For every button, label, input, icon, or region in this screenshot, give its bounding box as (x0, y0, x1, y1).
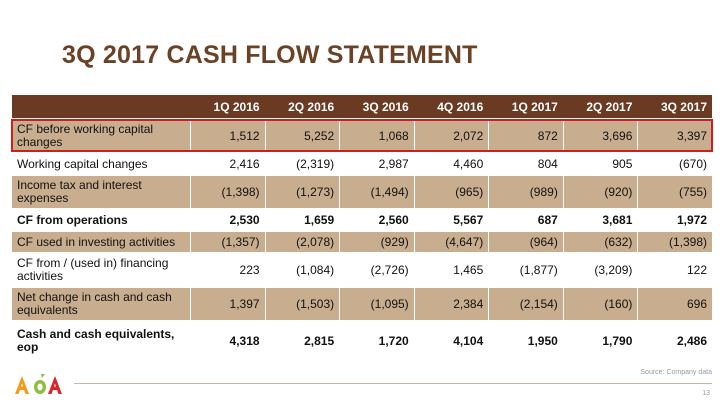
table-row: CF from operations 2,530 1,659 2,560 5,5… (12, 210, 712, 230)
table-cell: 5,567 (413, 210, 489, 230)
table-cell: (1,503) (264, 288, 340, 320)
column-header: 3Q 2017 (637, 95, 712, 118)
row-label: Income tax and interest expenses (12, 176, 190, 208)
table-cell: (965) (413, 176, 489, 208)
table-cell: 1,512 (190, 120, 265, 152)
table-cell: 905 (562, 154, 638, 174)
table-cell: 1,068 (339, 120, 414, 152)
table-row: Cash and cash equivalents, eop 4,318 2,8… (12, 322, 712, 359)
table-cell: (989) (488, 176, 563, 208)
footer-divider (74, 383, 712, 384)
row-label: CF used in investing activities (12, 232, 190, 252)
row-label: CF before working capital changes (12, 120, 190, 152)
header-label-cell (12, 95, 190, 118)
table-cell: 2,072 (413, 120, 489, 152)
table-cell: 1,972 (637, 210, 712, 230)
row-label: Cash and cash equivalents, eop (12, 322, 190, 359)
table-cell: (2,154) (488, 288, 563, 320)
table-cell: 2,384 (413, 288, 489, 320)
table-cell: (1,357) (190, 232, 265, 252)
table-cell: 122 (637, 254, 712, 286)
table-cell: 3,696 (562, 120, 638, 152)
table-cell: 2,815 (264, 322, 340, 359)
table-cell: 4,318 (190, 322, 265, 359)
table-cell: 3,681 (562, 210, 638, 230)
table-cell: 5,252 (264, 120, 340, 152)
table-cell: (755) (637, 176, 712, 208)
table-row: Income tax and interest expenses (1,398)… (12, 176, 712, 208)
table-cell: (2,319) (264, 154, 340, 174)
table-cell: (1,398) (637, 232, 712, 252)
table-row: CF before working capital changes 1,512 … (12, 120, 712, 152)
column-header: 1Q 2016 (190, 95, 265, 118)
column-header: 2Q 2017 (562, 95, 638, 118)
table-row: CF from / (used in) financing activities… (12, 254, 712, 286)
table-cell: 1,950 (488, 322, 563, 359)
page-number: 13 (702, 390, 710, 397)
table-row: Net change in cash and cash equivalents … (12, 288, 712, 320)
slide-title: 3Q 2017 CASH FLOW STATEMENT (62, 41, 478, 69)
table-header-row: 1Q 2016 2Q 2016 3Q 2016 4Q 2016 1Q 2017 … (12, 95, 712, 118)
table-cell: (632) (562, 232, 638, 252)
table-cell: 1,397 (190, 288, 265, 320)
row-label: Working capital changes (12, 154, 190, 174)
table-cell: 1,790 (562, 322, 638, 359)
table-row: Working capital changes 2,416 (2,319) 2,… (12, 154, 712, 174)
column-header: 2Q 2016 (264, 95, 340, 118)
column-header: 1Q 2017 (488, 95, 563, 118)
table-cell: (1,273) (264, 176, 340, 208)
table-cell: 1,465 (413, 254, 489, 286)
row-label: CF from operations (12, 210, 190, 230)
table-cell: 687 (488, 210, 563, 230)
table-cell: 2,530 (190, 210, 265, 230)
source-note: Source: Company data (640, 369, 712, 376)
company-logo (15, 374, 62, 394)
table-cell: 2,987 (339, 154, 414, 174)
table-cell: 1,720 (339, 322, 414, 359)
table-cell: (2,078) (264, 232, 340, 252)
table-cell: 2,416 (190, 154, 265, 174)
table-cell: 4,460 (413, 154, 489, 174)
table-cell: 2,486 (637, 322, 712, 359)
table-cell: (1,398) (190, 176, 265, 208)
table-cell: (1,877) (488, 254, 563, 286)
table-cell: 4,104 (413, 322, 489, 359)
table-cell: 223 (190, 254, 265, 286)
table-cell: (1,095) (339, 288, 414, 320)
table-row: CF used in investing activities (1,357) … (12, 232, 712, 252)
row-label: Net change in cash and cash equivalents (12, 288, 190, 320)
table-cell: (670) (637, 154, 712, 174)
table-cell: (1,084) (264, 254, 340, 286)
table-cell: 872 (488, 120, 563, 152)
table-cell: 2,560 (339, 210, 414, 230)
cash-flow-table: 1Q 2016 2Q 2016 3Q 2016 4Q 2016 1Q 2017 … (12, 93, 712, 361)
table-cell: (964) (488, 232, 563, 252)
table-cell: 696 (637, 288, 712, 320)
table-cell: (2,726) (339, 254, 414, 286)
column-header: 3Q 2016 (339, 95, 414, 118)
row-label: CF from / (used in) financing activities (12, 254, 190, 286)
table-cell: 3,397 (637, 120, 712, 152)
column-header: 4Q 2016 (413, 95, 489, 118)
table-cell: (920) (562, 176, 638, 208)
table-cell: 804 (488, 154, 563, 174)
table-cell: (929) (339, 232, 414, 252)
table-cell: (160) (562, 288, 638, 320)
table-cell: (4,647) (413, 232, 489, 252)
table-cell: (1,494) (339, 176, 414, 208)
table-cell: (3,209) (562, 254, 638, 286)
table-cell: 1,659 (264, 210, 340, 230)
